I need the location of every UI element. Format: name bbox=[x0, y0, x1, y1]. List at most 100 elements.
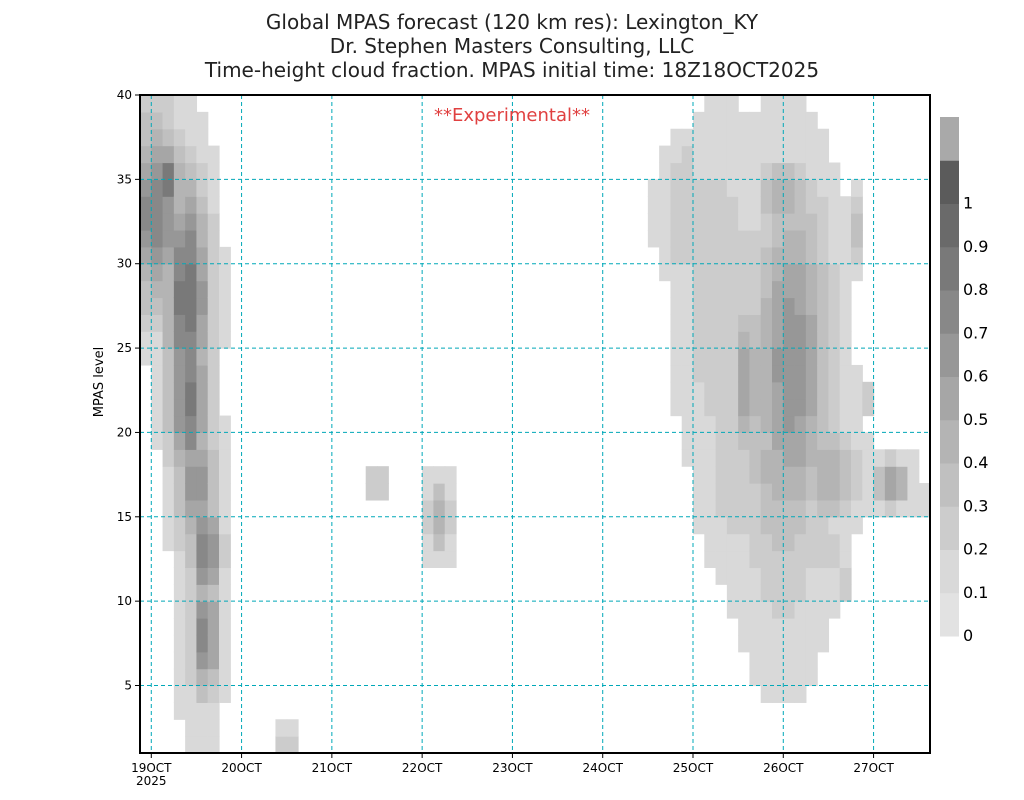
cloud-cell bbox=[207, 145, 220, 164]
cloud-cell bbox=[704, 381, 717, 400]
cloud-cell bbox=[433, 550, 446, 569]
colorbar-label: 0 bbox=[963, 626, 973, 645]
cloud-cell bbox=[794, 381, 807, 400]
cloud-cell bbox=[839, 415, 852, 434]
cloud-cell bbox=[196, 550, 209, 569]
cloud-cell bbox=[173, 685, 186, 703]
cloud-cell bbox=[738, 584, 751, 602]
cloud-cell bbox=[794, 618, 807, 636]
cloud-cell bbox=[151, 381, 164, 400]
cloud-cell bbox=[173, 162, 186, 180]
cloud-cell bbox=[704, 280, 717, 299]
cloud-cell bbox=[817, 432, 830, 450]
cloud-cell bbox=[185, 95, 198, 113]
cloud-cell bbox=[772, 246, 784, 265]
cloud-cell bbox=[783, 398, 796, 417]
cloud-cell bbox=[749, 229, 762, 248]
plot-frame bbox=[139, 94, 931, 754]
cloud-cell bbox=[162, 246, 175, 265]
cloud-cell bbox=[760, 381, 773, 400]
colorbar-swatch bbox=[940, 290, 959, 334]
x-tick-sublabel: 2025 bbox=[136, 774, 167, 788]
cloud-cell bbox=[828, 533, 841, 552]
cloud-cell bbox=[749, 415, 762, 434]
cloud-cell bbox=[715, 398, 728, 417]
cloud-cell bbox=[805, 348, 818, 366]
cloud-cell bbox=[433, 533, 446, 552]
cloud-cell bbox=[715, 128, 728, 147]
cloud-cell bbox=[772, 364, 784, 383]
cloud-cell bbox=[219, 567, 231, 585]
cloud-cell bbox=[794, 162, 807, 180]
cloud-cell bbox=[738, 466, 751, 484]
cloud-cell bbox=[715, 415, 728, 434]
cloud-cell bbox=[681, 196, 694, 214]
cloud-cell bbox=[681, 280, 694, 299]
cloud-cell bbox=[704, 348, 717, 366]
cloud-cell bbox=[884, 449, 897, 467]
cloud-cell bbox=[173, 415, 186, 434]
cloud-cell bbox=[783, 415, 796, 434]
cloud-cell bbox=[738, 533, 751, 552]
colorbar-label: 1 bbox=[963, 194, 973, 213]
cloud-cell bbox=[681, 128, 694, 147]
cloud-cell bbox=[704, 145, 717, 164]
cloud-cell bbox=[715, 229, 728, 248]
cloud-cell bbox=[704, 196, 717, 214]
cloud-cell bbox=[207, 618, 220, 636]
cloud-cell bbox=[794, 483, 807, 501]
cloud-cell bbox=[715, 432, 728, 450]
cloud-cell bbox=[794, 179, 807, 197]
cloud-cell bbox=[185, 449, 198, 467]
cloud-cell bbox=[196, 179, 209, 197]
cloud-cell bbox=[760, 550, 773, 569]
cloud-cell bbox=[433, 483, 446, 501]
cloud-cell bbox=[783, 567, 796, 585]
cloud-cell bbox=[185, 145, 198, 164]
cloud-cell bbox=[173, 398, 186, 417]
cloud-cell bbox=[659, 213, 672, 231]
cloud-cell bbox=[772, 95, 784, 113]
cloud-cell bbox=[704, 162, 717, 180]
cloud-cell bbox=[715, 179, 728, 197]
cloud-cell bbox=[749, 331, 762, 349]
cloud-cell bbox=[185, 483, 198, 501]
cloud-cell bbox=[828, 516, 841, 535]
colorbar-swatch bbox=[940, 203, 959, 248]
cloud-cell bbox=[670, 280, 683, 299]
cloud-cell bbox=[140, 162, 152, 180]
cloud-cell bbox=[207, 449, 220, 467]
x-tick-label: 26OCT bbox=[763, 761, 804, 775]
cloud-cell bbox=[670, 179, 683, 197]
cloud-cell bbox=[760, 398, 773, 417]
cloud-cell bbox=[196, 634, 209, 653]
cloud-cell bbox=[738, 280, 751, 299]
cloud-cell bbox=[851, 432, 863, 450]
colorbar-label: 0.8 bbox=[963, 280, 988, 299]
cloud-cell bbox=[196, 111, 209, 130]
cloud-cell bbox=[817, 584, 830, 602]
cloud-cell bbox=[817, 466, 830, 484]
cloud-cell bbox=[749, 432, 762, 450]
cloud-cell bbox=[851, 449, 863, 467]
cloud-cell bbox=[726, 213, 739, 231]
cloud-cell bbox=[162, 466, 175, 484]
cloud-cell bbox=[805, 449, 818, 467]
cloud-cell bbox=[839, 584, 852, 602]
cloud-cell bbox=[783, 111, 796, 130]
cloud-cell bbox=[196, 432, 209, 450]
cloud-cell bbox=[715, 196, 728, 214]
cloud-cell bbox=[196, 331, 209, 349]
cloud-cell bbox=[817, 145, 830, 164]
cloud-cell bbox=[862, 466, 875, 484]
cloud-cell bbox=[828, 348, 841, 366]
cloud-cell bbox=[907, 499, 920, 518]
cloud-cell bbox=[659, 229, 672, 248]
cloud-cell bbox=[760, 348, 773, 366]
cloud-cell bbox=[772, 415, 784, 434]
cloud-cell bbox=[196, 651, 209, 670]
cloud-cell bbox=[704, 297, 717, 315]
cloud-cell bbox=[670, 246, 683, 265]
cloud-cell bbox=[783, 533, 796, 552]
colorbar-label: 0.6 bbox=[963, 367, 988, 386]
